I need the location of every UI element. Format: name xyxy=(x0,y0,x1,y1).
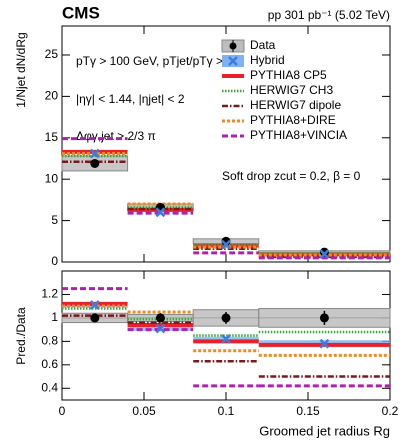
y-tick-label: 0.6 xyxy=(41,357,58,371)
y-tick-label: 0.8 xyxy=(41,334,58,348)
y-tick-label: 10 xyxy=(45,171,59,185)
data-point xyxy=(221,313,231,323)
hybrid-marker xyxy=(319,338,330,349)
y-tick-label: 0.4 xyxy=(41,380,58,394)
legend-label: PYTHIA8+VINCIA xyxy=(250,128,347,142)
luminosity-label: pp 301 pb⁻¹ (5.02 TeV) xyxy=(268,8,390,22)
y-tick-label: 1 xyxy=(51,310,58,324)
x-tick-label: 0.05 xyxy=(132,404,156,418)
hybrid-marker xyxy=(319,249,330,260)
data-point xyxy=(90,158,100,168)
legend-swatch xyxy=(229,42,237,50)
data-point xyxy=(319,247,329,257)
y-axis-title: Pred./Data xyxy=(14,307,28,365)
legend-label: PYTHIA8+DIRE xyxy=(250,113,336,127)
hybrid-marker xyxy=(89,300,100,310)
x-axis-title: Groomed jet radius Rg xyxy=(259,423,390,438)
annotation: Soft drop zcut = 0.2, β = 0 xyxy=(222,169,361,183)
y-tick-label: 20 xyxy=(45,89,59,103)
legend-label: HERWIG7 dipole xyxy=(250,98,341,112)
hybrid-marker xyxy=(89,148,100,159)
legend-label: HERWIG7 CH3 xyxy=(250,83,333,97)
legend-label: Data xyxy=(250,38,276,52)
annotation: pTγ > 100 GeV, pTjet/pTγ > 0.8 xyxy=(76,54,243,68)
legend-label: PYTHIA8 CP5 xyxy=(250,68,327,82)
annotation: |ηγ| < 1.44, |ηjet| < 2 xyxy=(76,92,185,106)
hybrid-marker xyxy=(155,323,166,334)
x-tick-label: 0 xyxy=(59,404,66,418)
x-tick-label: 0.1 xyxy=(218,404,235,418)
annotation: Δφγ,jet > 2/3 π xyxy=(76,129,156,143)
data-point xyxy=(319,313,329,323)
y-tick-label: 15 xyxy=(45,130,59,144)
y-tick-label: 0 xyxy=(51,254,58,268)
y-tick-label: 25 xyxy=(45,47,59,61)
plot-frame xyxy=(61,270,391,401)
hybrid-marker xyxy=(221,239,231,250)
data-point xyxy=(90,313,100,323)
x-tick-label: 0.2 xyxy=(382,404,399,418)
hybrid-marker xyxy=(155,207,166,218)
legend-label: Hybrid xyxy=(250,53,285,67)
experiment-label: CMS xyxy=(62,3,100,22)
y-tick-label: 5 xyxy=(51,213,58,227)
legend-swatch xyxy=(228,56,238,66)
x-tick-label: 0.15 xyxy=(296,404,320,418)
y-tick-label: 1.2 xyxy=(41,287,58,301)
hybrid-marker xyxy=(221,334,231,344)
y-axis-title: 1/Njet dN/dRg xyxy=(14,32,28,107)
data-point xyxy=(155,313,165,323)
